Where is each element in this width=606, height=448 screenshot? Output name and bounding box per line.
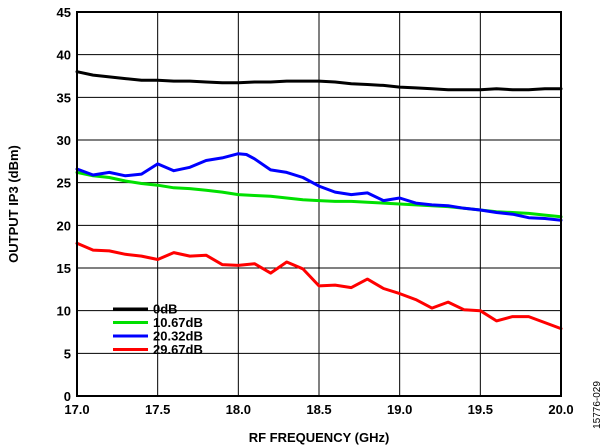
x-tick-label: 19.0 xyxy=(387,402,412,417)
y-tick-label: 0 xyxy=(64,389,71,404)
y-tick-label: 45 xyxy=(57,5,71,20)
plot-frame xyxy=(76,11,562,397)
y-tick-label: 5 xyxy=(64,346,71,361)
y-tick-label: 30 xyxy=(57,133,71,148)
series-line-0 xyxy=(75,70,563,92)
x-tick-label: 18.0 xyxy=(226,402,251,417)
y-tick-label: 40 xyxy=(57,48,71,63)
y-tick-label: 10 xyxy=(57,304,71,319)
x-tick-labels: 17.0 17.5 18.0 18.5 19.0 19.5 20.0 xyxy=(64,402,573,417)
figure-id: 15776-029 xyxy=(592,381,603,429)
series-line-2 xyxy=(75,152,563,222)
legend-label: 20.32dB xyxy=(153,329,203,344)
x-tick-label: 18.5 xyxy=(306,402,331,417)
x-tick-label: 17.0 xyxy=(64,402,89,417)
series-line-3 xyxy=(75,241,563,331)
y-axis-title: OUTPUT IP3 (dBm) xyxy=(6,145,21,263)
legend-label: 10.67dB xyxy=(153,315,203,330)
y-tick-labels: 0 5 10 15 20 25 30 35 40 45 xyxy=(57,5,71,404)
grid xyxy=(77,12,561,396)
y-tick-label: 35 xyxy=(57,90,71,105)
legend-label: 29.67dB xyxy=(153,342,203,357)
x-tick-label: 20.0 xyxy=(548,402,573,417)
x-tick-label: 17.5 xyxy=(145,402,170,417)
x-tick-label: 19.5 xyxy=(468,402,493,417)
series-layer xyxy=(75,70,563,331)
legend-label: 0dB xyxy=(153,302,178,317)
x-axis-title: RF FREQUENCY (GHz) xyxy=(249,430,390,445)
y-tick-label: 25 xyxy=(57,176,71,191)
y-tick-label: 20 xyxy=(57,218,71,233)
y-tick-label: 15 xyxy=(57,261,71,276)
